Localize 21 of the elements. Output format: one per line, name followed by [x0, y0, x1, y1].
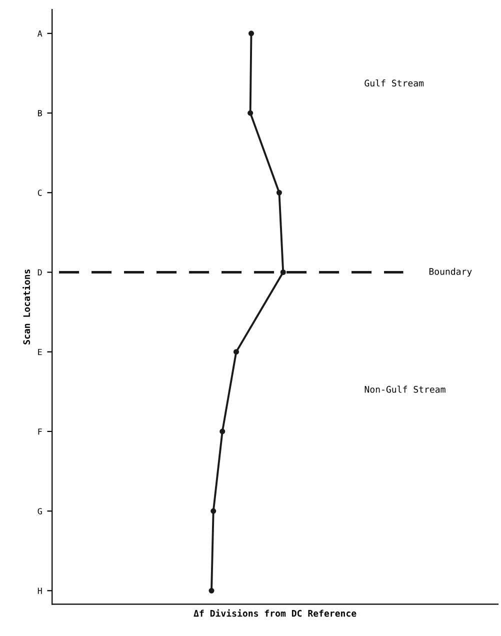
ref-line-label: Boundary — [429, 268, 472, 277]
y-axis-title: Scan Locations — [22, 270, 30, 344]
y-tick-label: A — [38, 30, 42, 37]
y-tick-label: H — [38, 588, 42, 594]
point — [280, 269, 286, 276]
y-tick-label: D — [38, 269, 42, 276]
y-tick-label: B — [38, 110, 42, 116]
y-tick-label: E — [38, 348, 42, 356]
x-axis-title: Δf Divisions from DC Reference — [194, 609, 356, 617]
point — [248, 30, 254, 36]
text: Gulf Stream — [364, 79, 424, 87]
text: Non-Gulf Stream — [364, 386, 446, 393]
y-tick-label: C — [38, 190, 42, 196]
point — [208, 588, 214, 594]
point — [220, 428, 226, 434]
y-tick-label: F — [38, 428, 42, 435]
point — [233, 349, 240, 355]
point — [276, 190, 282, 196]
point — [248, 110, 254, 116]
point — [210, 508, 216, 514]
y-tick-label: G — [38, 508, 42, 514]
